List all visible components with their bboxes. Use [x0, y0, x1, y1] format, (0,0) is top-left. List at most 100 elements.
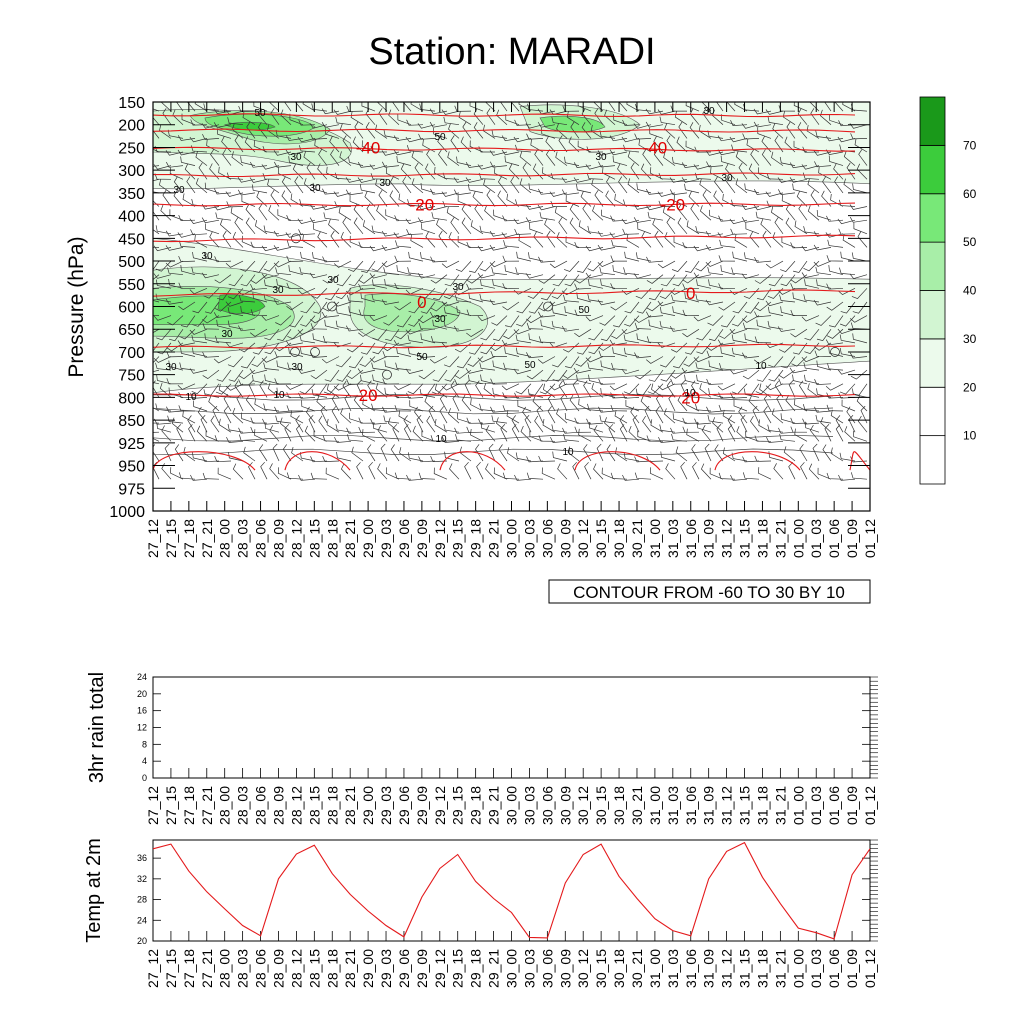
wind-barb	[218, 166, 232, 180]
wind-barb	[348, 306, 364, 316]
wind-barb	[418, 133, 436, 140]
wind-barb	[240, 274, 256, 287]
x-tick-label: 28_15	[306, 786, 322, 825]
time-tick-label: 30_21	[629, 519, 645, 558]
wind-barb	[722, 409, 736, 424]
wind-barb	[546, 230, 556, 248]
wind-barb	[298, 119, 316, 126]
wind-barb	[177, 135, 196, 141]
x-tick-label: 01_12	[862, 786, 878, 825]
wind-barb	[718, 301, 736, 311]
wind-barb	[477, 245, 496, 252]
wind-barb	[281, 176, 292, 194]
wind-barb	[708, 279, 724, 289]
wind-barb	[671, 294, 688, 303]
wind-barb	[569, 394, 580, 412]
wind-barb	[489, 260, 508, 268]
wind-barb	[418, 369, 436, 380]
wind-barb	[465, 368, 484, 374]
wind-barb	[274, 342, 292, 352]
wind-barb	[434, 166, 448, 180]
wind-barb	[670, 378, 688, 385]
wind-barb	[585, 245, 604, 252]
wind-barb	[669, 189, 688, 196]
wind-barb	[155, 403, 172, 412]
wind-barb	[347, 434, 364, 442]
wind-barb	[612, 265, 628, 276]
wind-barb	[762, 230, 772, 248]
wind-barb	[403, 415, 412, 433]
wind-barb	[182, 410, 196, 424]
x-tick-label: 30_03	[521, 949, 537, 988]
wind-barb	[273, 245, 292, 251]
wind-barb	[753, 189, 772, 195]
wind-barb	[822, 176, 832, 194]
wind-barb	[385, 167, 400, 180]
wind-barb	[476, 461, 484, 480]
wind-barb	[588, 374, 604, 385]
wind-barb	[365, 122, 376, 139]
wind-barb	[253, 260, 268, 273]
wind-barb	[564, 412, 580, 424]
wind-barb	[192, 347, 208, 357]
pressure-tick-label: 975	[118, 481, 145, 498]
wind-barb	[264, 422, 280, 433]
time-tick-label: 29_18	[468, 519, 484, 558]
wind-barb	[815, 266, 832, 276]
wind-barb	[813, 244, 832, 251]
calm-wind-circle	[830, 347, 840, 357]
wind-barb	[217, 288, 232, 301]
wind-barb	[680, 461, 688, 480]
wind-barb	[857, 231, 868, 248]
wind-barb	[249, 177, 268, 183]
wind-barb	[849, 352, 868, 359]
wind-barb	[491, 130, 508, 139]
x-tick-label: 31_06	[683, 786, 699, 825]
wind-barb	[562, 378, 580, 385]
wind-barb	[308, 414, 316, 433]
wind-barb	[806, 125, 820, 139]
wind-barb	[623, 347, 640, 357]
time-tick-label: 31_06	[683, 519, 699, 558]
x-tick-label: 27_15	[163, 786, 179, 825]
wind-barb	[640, 163, 652, 180]
wind-barb	[184, 163, 196, 180]
wind-barb	[395, 328, 412, 340]
wind-barb	[368, 461, 376, 480]
wind-barb	[222, 149, 232, 166]
wind-barb	[587, 294, 604, 303]
wind-barb	[297, 328, 316, 335]
wind-barb	[245, 394, 256, 412]
time-tick-label: 28_09	[270, 519, 286, 558]
wind-barb	[706, 350, 724, 357]
wind-barb	[258, 444, 268, 462]
wind-barb	[718, 472, 736, 480]
wind-barb	[166, 351, 184, 358]
pressure-tick-label: 400	[118, 209, 145, 226]
wind-barb	[409, 400, 424, 412]
wind-barb	[309, 203, 328, 210]
wind-barb	[249, 368, 268, 374]
wind-barb	[765, 383, 784, 391]
wind-barb	[676, 136, 688, 153]
wind-barb	[277, 209, 292, 221]
wind-barb	[527, 388, 544, 398]
wind-barb	[767, 424, 784, 433]
wind-barb	[180, 315, 196, 328]
wind-barb	[259, 380, 268, 398]
wind-barb	[842, 102, 856, 112]
wind-barb	[351, 446, 364, 462]
time-tick-label: 01_06	[826, 519, 842, 558]
wind-barb	[849, 273, 868, 280]
wind-barb	[856, 163, 868, 180]
wind-barb	[713, 190, 724, 207]
wind-barb	[677, 203, 688, 221]
wind-barb	[414, 406, 424, 424]
wind-barb	[489, 150, 508, 156]
wind-barb	[778, 369, 796, 379]
colorbar-box	[919, 241, 946, 291]
wind-barb	[708, 360, 724, 371]
wind-barb	[160, 102, 172, 112]
wind-barb	[282, 444, 292, 462]
wind-barb	[331, 406, 340, 424]
